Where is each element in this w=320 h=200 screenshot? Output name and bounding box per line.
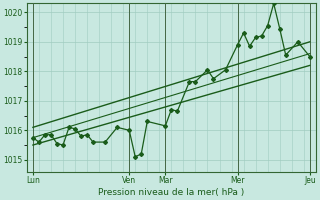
X-axis label: Pression niveau de la mer( hPa ): Pression niveau de la mer( hPa ) bbox=[98, 188, 244, 197]
